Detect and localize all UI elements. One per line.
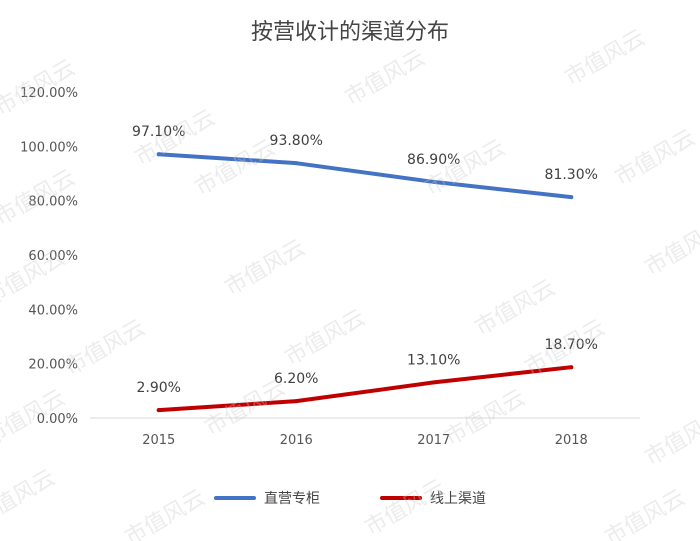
data-point xyxy=(156,152,161,157)
x-tick-label: 2018 xyxy=(555,433,588,448)
data-label: 6.20% xyxy=(274,371,318,387)
data-point xyxy=(569,365,574,370)
y-tick-label: 20.00% xyxy=(28,358,78,373)
chart-title: 按营收计的渠道分布 xyxy=(250,20,449,45)
data-label: 86.90% xyxy=(407,152,460,168)
x-tick-label: 2015 xyxy=(142,433,175,448)
legend-swatch-online xyxy=(380,496,422,500)
x-tick-label: 2017 xyxy=(417,433,450,448)
data-point xyxy=(431,380,436,385)
data-point xyxy=(294,161,299,166)
data-label: 81.30% xyxy=(545,167,598,183)
y-tick-label: 60.00% xyxy=(28,249,78,264)
legend-item-direct[interactable]: 直营专柜 xyxy=(214,488,320,508)
y-tick-label: 40.00% xyxy=(28,303,78,318)
data-label: 2.90% xyxy=(137,380,181,396)
data-label: 18.70% xyxy=(545,337,598,353)
legend-label-online: 线上渠道 xyxy=(430,491,486,507)
y-tick-label: 0.00% xyxy=(37,412,78,427)
data-label: 97.10% xyxy=(132,124,185,140)
legend-label-direct: 直营专柜 xyxy=(264,491,320,507)
data-point xyxy=(431,179,436,184)
legend-item-online[interactable]: 线上渠道 xyxy=(380,488,486,508)
data-label: 93.80% xyxy=(270,133,323,149)
y-tick-label: 80.00% xyxy=(28,195,78,210)
legend: 直营专柜 线上渠道 xyxy=(0,488,700,508)
data-label: 13.10% xyxy=(407,352,460,368)
series-line-1 xyxy=(156,365,574,413)
x-tick-label: 2016 xyxy=(280,433,313,448)
legend-swatch-direct xyxy=(214,496,256,500)
series-line-0 xyxy=(156,152,574,200)
data-point xyxy=(569,195,574,200)
y-tick-label: 100.00% xyxy=(20,140,78,155)
data-point xyxy=(156,408,161,413)
data-point xyxy=(294,399,299,404)
y-tick-label: 120.00% xyxy=(20,86,78,101)
